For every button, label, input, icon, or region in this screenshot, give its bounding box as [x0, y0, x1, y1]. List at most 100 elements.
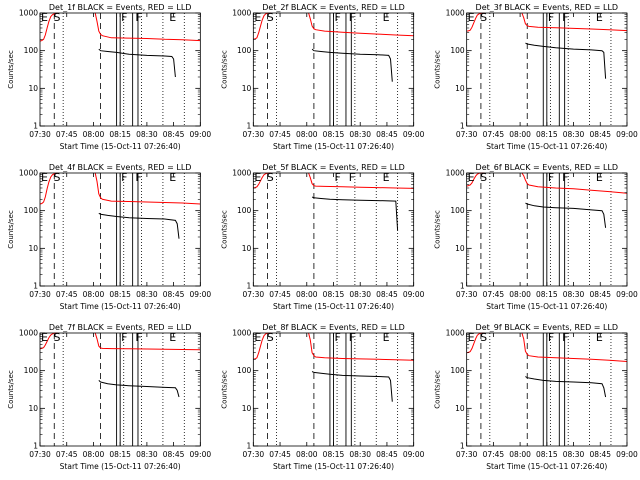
y-tick-label: 10 — [28, 404, 38, 413]
x-axis-label: Start Time (15-Oct-11 07:26:40) — [486, 142, 607, 151]
x-tick-label: 07:45 — [269, 290, 291, 299]
event-marker-label: F — [121, 331, 127, 344]
x-tick-label: 08:00 — [296, 130, 318, 139]
event-marker-label: F — [349, 171, 355, 184]
x-tick-label: 08:30 — [563, 290, 585, 299]
x-axis-label: Start Time (15-Oct-11 07:26:40) — [486, 302, 607, 311]
x-tick-label: 08:30 — [136, 290, 158, 299]
x-tick-label: 07:30 — [456, 450, 478, 459]
y-tick-label: 10 — [28, 84, 38, 93]
y-axis-label: Counts/sec — [434, 50, 442, 89]
event-marker-label: E — [383, 11, 390, 24]
event-marker-label: E — [596, 11, 603, 24]
series-line-lld — [39, 12, 58, 42]
x-tick-label: 09:00 — [616, 130, 638, 139]
event-marker-label: F — [121, 11, 127, 24]
detector-panel: Det_9f BLACK = Events, RED = LLD Counts/s… — [434, 323, 638, 471]
y-tick-label: 10 — [28, 244, 38, 253]
x-tick-label: 08:45 — [376, 130, 398, 139]
y-tick-label: 10 — [455, 244, 465, 253]
x-tick-label: 08:45 — [163, 290, 185, 299]
panel-title: Det_9f BLACK = Events, RED = LLD — [476, 323, 619, 332]
x-tick-label: 08:00 — [296, 450, 318, 459]
panel-title: Det_2f BLACK = Events, RED = LLD — [262, 3, 405, 12]
event-marker-label: F — [349, 331, 355, 344]
y-tick-label: 1000 — [19, 9, 38, 18]
x-tick-label: 08:15 — [323, 450, 345, 459]
x-tick-label: 07:45 — [269, 450, 291, 459]
series-line-events — [98, 48, 176, 78]
event-marker-label: E — [468, 11, 475, 24]
x-tick-label: 07:45 — [56, 450, 78, 459]
x-tick-label: 07:45 — [269, 130, 291, 139]
x-tick-label: 09:00 — [403, 450, 425, 459]
y-tick-label: 1 — [460, 122, 465, 131]
y-tick-label: 100 — [450, 366, 465, 375]
x-tick-label: 08:15 — [109, 290, 131, 299]
series-line-lld — [521, 172, 628, 194]
event-marker-label: E — [41, 171, 48, 184]
event-marker-label: E — [383, 331, 390, 344]
event-marker-label: F — [548, 331, 554, 344]
x-tick-label: 07:30 — [243, 290, 265, 299]
x-tick-label: 08:00 — [509, 130, 531, 139]
detector-panel: Det_6f BLACK = Events, RED = LLD Counts/s… — [434, 163, 638, 311]
x-tick-label: 07:45 — [56, 290, 78, 299]
x-tick-label: 09:00 — [403, 290, 425, 299]
event-marker-label: F — [135, 171, 141, 184]
event-marker-label: E — [254, 11, 261, 24]
event-marker-label: F — [349, 11, 355, 24]
y-tick-label: 10 — [455, 404, 465, 413]
y-tick-label: 100 — [24, 46, 39, 55]
y-tick-label: 1 — [247, 442, 252, 451]
series-line-events — [525, 42, 607, 79]
x-tick-label: 08:15 — [536, 130, 558, 139]
series-line-events — [311, 196, 399, 231]
series-line-events — [525, 376, 607, 398]
x-tick-label: 08:15 — [323, 290, 345, 299]
x-tick-label: 07:30 — [456, 290, 478, 299]
x-tick-label: 07:30 — [456, 130, 478, 139]
event-marker-label: S — [267, 331, 274, 344]
panel-title: Det_7f BLACK = Events, RED = LLD — [49, 323, 192, 332]
event-marker-label: E — [254, 171, 261, 184]
x-axis-label: Start Time (15-Oct-11 07:26:40) — [486, 462, 607, 471]
x-tick-label: 08:45 — [163, 450, 185, 459]
series-line-events — [98, 212, 180, 239]
y-tick-label: 100 — [450, 46, 465, 55]
y-axis-label: Counts/sec — [7, 370, 15, 409]
x-tick-label: 07:30 — [29, 130, 51, 139]
x-tick-label: 09:00 — [616, 290, 638, 299]
y-tick-label: 100 — [237, 366, 252, 375]
x-axis-label: Start Time (15-Oct-11 07:26:40) — [273, 302, 394, 311]
x-tick-label: 07:30 — [243, 450, 265, 459]
series-line-lld — [94, 12, 201, 42]
y-tick-label: 1000 — [232, 169, 251, 178]
x-tick-label: 08:15 — [536, 450, 558, 459]
x-tick-label: 08:00 — [296, 290, 318, 299]
plot-frame — [252, 172, 415, 287]
event-marker-label: S — [480, 11, 487, 24]
event-marker-label: E — [169, 171, 176, 184]
y-tick-label: 1 — [33, 282, 38, 291]
panel-title: Det_4f BLACK = Events, RED = LLD — [49, 163, 192, 172]
panel-title: Det_6f BLACK = Events, RED = LLD — [476, 163, 619, 172]
y-tick-label: 1 — [247, 282, 252, 291]
x-tick-label: 08:45 — [376, 290, 398, 299]
event-marker-label: S — [480, 331, 487, 344]
y-tick-label: 10 — [242, 244, 252, 253]
panel-title: Det_3f BLACK = Events, RED = LLD — [476, 3, 619, 12]
x-tick-label: 08:15 — [323, 130, 345, 139]
y-axis-label: Counts/sec — [7, 210, 15, 249]
y-tick-label: 100 — [24, 206, 39, 215]
y-tick-label: 100 — [237, 206, 252, 215]
event-marker-label: F — [562, 331, 568, 344]
y-tick-label: 1000 — [19, 169, 38, 178]
event-marker-label: F — [334, 11, 340, 24]
x-tick-label: 08:30 — [136, 450, 158, 459]
event-marker-label: E — [596, 171, 603, 184]
x-tick-label: 07:30 — [243, 130, 265, 139]
series-line-lld — [39, 172, 58, 205]
y-axis-label: Counts/sec — [220, 210, 228, 249]
event-marker-label: F — [135, 331, 141, 344]
